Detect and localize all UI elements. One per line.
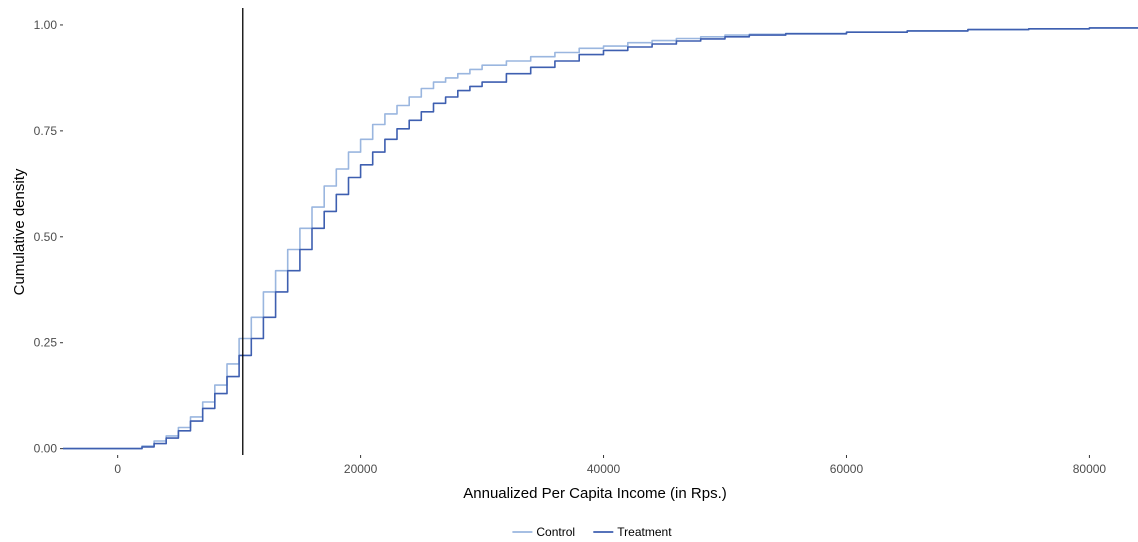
y-axis: 0.00 0.25 0.50 0.75 1.00 xyxy=(34,18,63,456)
x-tick-label: 40000 xyxy=(587,462,621,476)
x-tick-label: 0 xyxy=(114,462,121,476)
y-tick-label: 0.75 xyxy=(34,124,58,138)
legend-label-control: Control xyxy=(536,525,575,539)
x-axis-title: Annualized Per Capita Income (in Rps.) xyxy=(463,485,726,502)
y-axis-title: Cumulative density xyxy=(11,168,28,295)
x-tick-label: 80000 xyxy=(1073,462,1107,476)
series-line-treatment xyxy=(63,27,1138,450)
y-tick-label: 0.25 xyxy=(34,336,58,350)
x-tick-label: 60000 xyxy=(830,462,864,476)
series-line-control xyxy=(63,27,1138,450)
x-axis: 0 20000 40000 60000 80000 xyxy=(114,455,1106,476)
legend-label-treatment: Treatment xyxy=(617,525,672,539)
y-tick-label: 1.00 xyxy=(34,18,58,32)
legend: Control Treatment xyxy=(512,525,672,539)
x-tick-label: 20000 xyxy=(344,462,378,476)
y-tick-label: 0.00 xyxy=(34,442,58,456)
series-lines xyxy=(63,8,1138,455)
y-tick-label: 0.50 xyxy=(34,230,58,244)
